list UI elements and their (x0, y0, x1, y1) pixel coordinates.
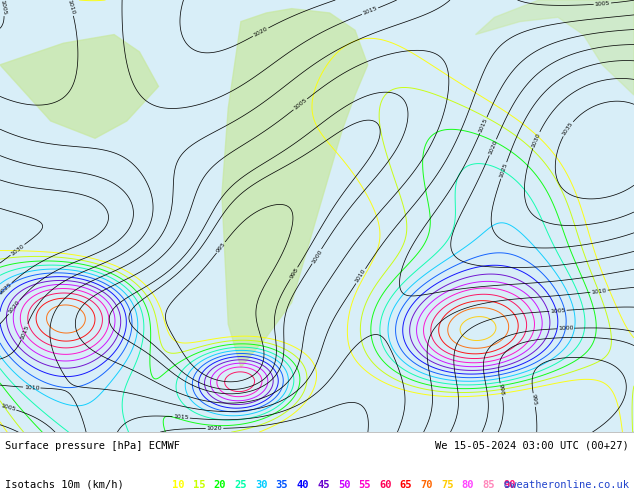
Polygon shape (0, 35, 158, 138)
Text: We 15-05-2024 03:00 UTC (00+27): We 15-05-2024 03:00 UTC (00+27) (435, 441, 629, 451)
Text: 1010: 1010 (24, 385, 40, 391)
Text: 1015: 1015 (478, 117, 489, 133)
Text: 1015: 1015 (20, 324, 30, 340)
Text: 1025: 1025 (499, 162, 508, 179)
Text: 55: 55 (358, 480, 371, 490)
Text: 1010: 1010 (354, 268, 367, 284)
Text: 20: 20 (214, 480, 226, 490)
Text: 75: 75 (441, 480, 454, 490)
Text: 1010: 1010 (67, 0, 75, 16)
Text: 1005: 1005 (595, 0, 611, 7)
Text: 1030: 1030 (531, 132, 541, 148)
Text: 1005: 1005 (293, 98, 308, 111)
Text: 90: 90 (503, 480, 515, 490)
Text: 1005: 1005 (0, 403, 16, 412)
Polygon shape (476, 0, 634, 95)
Text: 65: 65 (400, 480, 412, 490)
Text: 998: 998 (498, 384, 505, 396)
Text: 80: 80 (462, 480, 474, 490)
Text: 1015: 1015 (173, 414, 189, 420)
Text: 45: 45 (317, 480, 330, 490)
Text: 25: 25 (235, 480, 247, 490)
Text: 1015: 1015 (362, 6, 378, 16)
Text: 1035: 1035 (561, 121, 574, 137)
Text: 60: 60 (379, 480, 392, 490)
Text: 1020: 1020 (488, 139, 498, 155)
Text: 10: 10 (172, 480, 185, 490)
Text: 70: 70 (420, 480, 433, 490)
Text: 1020: 1020 (252, 26, 269, 38)
Text: 1025: 1025 (0, 282, 13, 295)
Text: 1030: 1030 (10, 243, 25, 256)
Text: 1005: 1005 (0, 0, 7, 16)
Text: 1005: 1005 (550, 308, 566, 314)
Text: 85: 85 (482, 480, 495, 490)
Polygon shape (222, 9, 368, 368)
Text: 1020: 1020 (207, 426, 223, 431)
Text: 50: 50 (338, 480, 351, 490)
Text: 1000: 1000 (311, 248, 323, 264)
Text: 995: 995 (531, 394, 538, 406)
Text: 1000: 1000 (558, 326, 574, 331)
Text: 30: 30 (255, 480, 268, 490)
Text: 35: 35 (276, 480, 288, 490)
Text: 998: 998 (288, 267, 299, 280)
Text: Isotachs 10m (km/h): Isotachs 10m (km/h) (5, 480, 124, 490)
Text: Surface pressure [hPa] ECMWF: Surface pressure [hPa] ECMWF (5, 441, 180, 451)
Text: 995: 995 (216, 241, 226, 254)
Text: 15: 15 (193, 480, 205, 490)
Text: 1020: 1020 (7, 299, 21, 315)
Text: 40: 40 (297, 480, 309, 490)
Text: 1010: 1010 (591, 288, 607, 294)
Text: ©weatheronline.co.uk: ©weatheronline.co.uk (504, 480, 629, 490)
